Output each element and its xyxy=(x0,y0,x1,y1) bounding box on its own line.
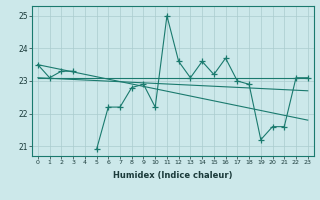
X-axis label: Humidex (Indice chaleur): Humidex (Indice chaleur) xyxy=(113,171,233,180)
